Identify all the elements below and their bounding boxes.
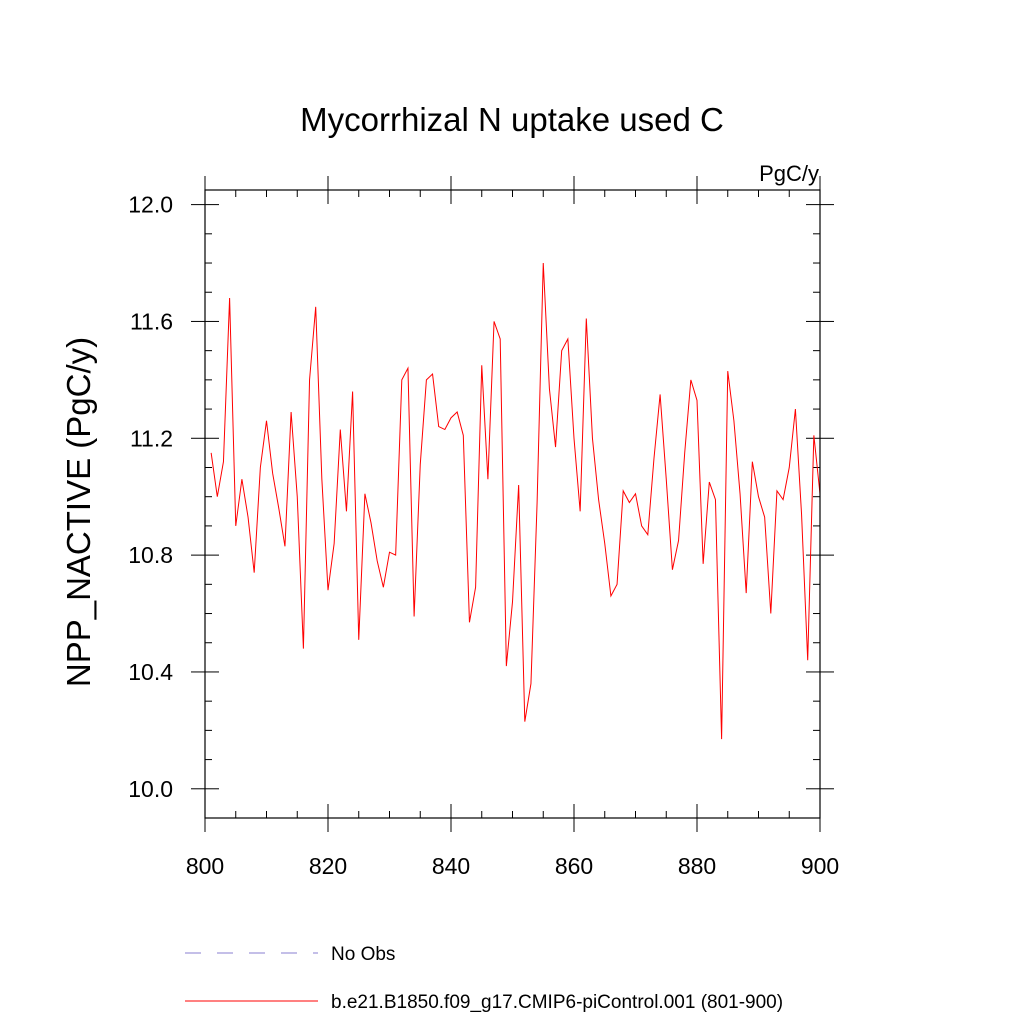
x-tick-label: 860	[555, 853, 593, 879]
chart-title: Mycorrhizal N uptake used C	[300, 101, 724, 138]
y-axis-label: NPP_NACTIVE (PgC/y)	[60, 337, 97, 687]
legend: No Obs b.e21.B1850.f09_g17.CMIP6-piContr…	[185, 944, 783, 1013]
legend-label-picontrol: b.e21.B1850.f09_g17.CMIP6-piControl.001 …	[331, 992, 783, 1013]
units-label: PgC/y	[759, 161, 819, 186]
x-tick-label: 820	[309, 853, 347, 879]
y-tick-label: 10.4	[128, 659, 173, 685]
plot-frame	[204, 189, 821, 819]
y-tick-label: 12.0	[128, 192, 173, 218]
data-series	[210, 262, 821, 740]
legend-label-no-obs: No Obs	[331, 944, 395, 965]
axis-ticks	[191, 176, 834, 832]
y-tick-labels: 10.0 10.4 10.8 11.2 11.6 12.0	[128, 192, 173, 802]
x-tick-label: 900	[801, 853, 839, 879]
x-tick-labels: 800 820 840 860 880 900	[186, 853, 839, 879]
x-tick-label: 800	[186, 853, 224, 879]
series-line	[210, 262, 821, 740]
y-tick-label: 10.8	[128, 542, 173, 568]
y-tick-label: 11.2	[130, 425, 173, 451]
x-tick-label: 840	[432, 853, 470, 879]
x-tick-label: 880	[678, 853, 716, 879]
y-tick-label: 11.6	[130, 308, 173, 334]
y-tick-label: 10.0	[128, 776, 173, 802]
